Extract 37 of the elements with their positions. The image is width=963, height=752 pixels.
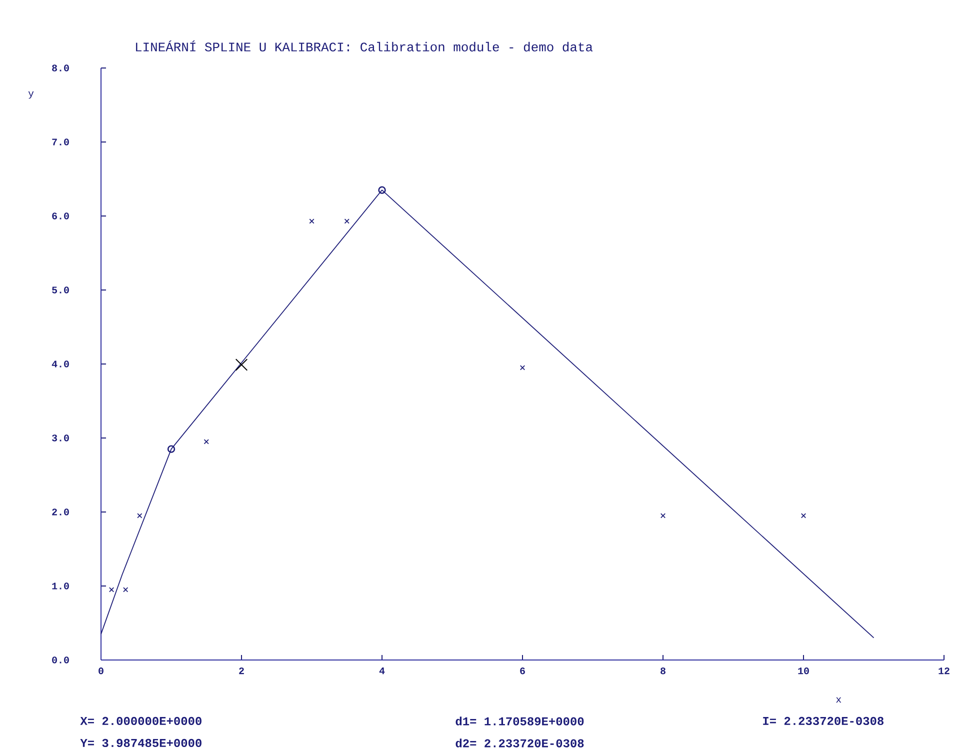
- point: [204, 439, 209, 444]
- point: [520, 365, 526, 370]
- text: d2= 2.233720E-0308: [456, 738, 584, 748]
- y-tick-label: 1.0: [52, 582, 69, 590]
- x-tick-label: 12: [938, 667, 950, 674]
- y-tick-label: 5.0: [52, 286, 69, 294]
- chart-title: LINEÁRNÍ SPLINE U KALIBRACI: Calibration module - demo data: [136, 40, 593, 52]
- point: [108, 587, 114, 592]
- point: [123, 587, 128, 592]
- y-tick-label: 0.0: [52, 656, 69, 664]
- point: [378, 186, 386, 194]
- point: [167, 445, 176, 453]
- x-tick-label: 2: [239, 667, 244, 674]
- point: [800, 513, 806, 518]
- x-tick-label: 0: [98, 667, 104, 674]
- y-axis-title: y: [28, 91, 34, 99]
- x-tick-label: 8: [660, 667, 666, 674]
- point: [309, 218, 314, 224]
- point: [235, 358, 248, 371]
- text: X= 2.000000E+0000: [80, 716, 202, 726]
- x-tick-label: 6: [520, 667, 525, 674]
- text: d1= 1.170589E+0000: [456, 716, 584, 726]
- x-axis-title: x: [836, 697, 842, 703]
- point: [344, 218, 350, 224]
- text: Y= 3.987485E+0000: [80, 738, 202, 748]
- y-tick-label: 3.0: [52, 434, 69, 442]
- y-tick-label: 7.0: [52, 138, 69, 146]
- point: [660, 513, 666, 518]
- point: [137, 513, 142, 518]
- y-tick-label: 4.0: [52, 360, 69, 368]
- y-tick-label: 8.0: [52, 64, 69, 72]
- y-tick-label: 6.0: [52, 212, 69, 220]
- x-tick-label: 10: [798, 667, 809, 674]
- line-series: [100, 190, 874, 638]
- x-tick-label: 4: [379, 668, 385, 674]
- y-tick-label: 2.0: [52, 508, 69, 516]
- text: I= 2.233720E-0308: [763, 716, 884, 726]
